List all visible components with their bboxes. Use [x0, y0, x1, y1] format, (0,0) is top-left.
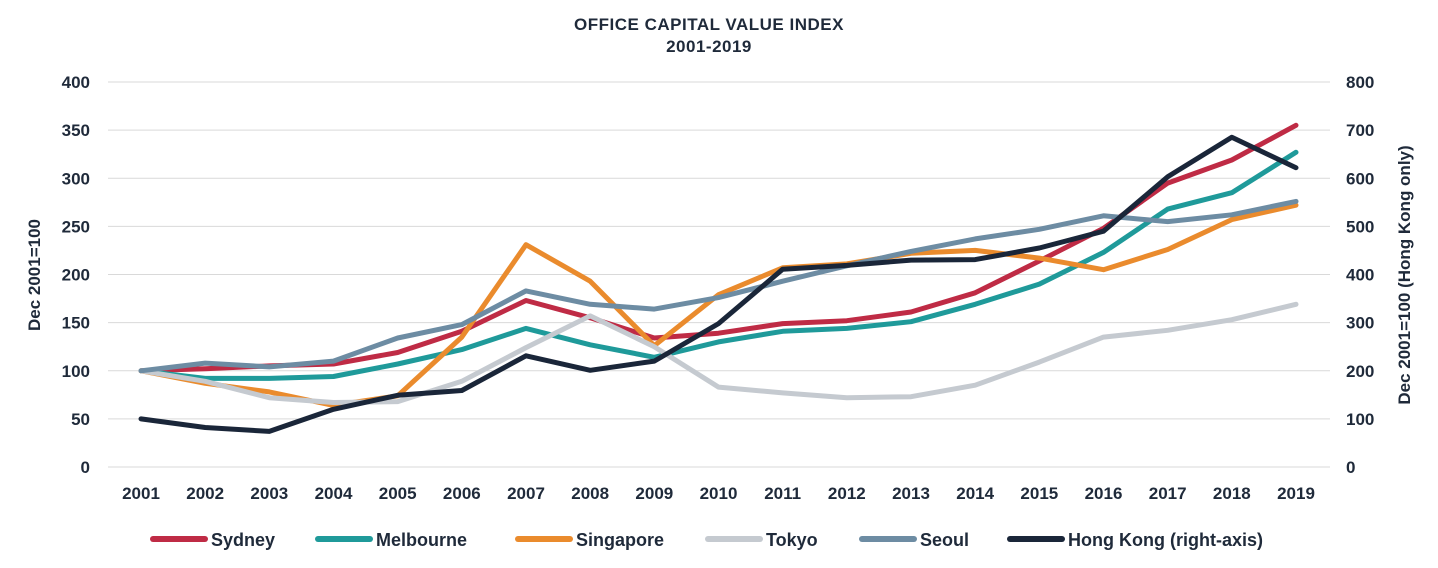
left-tick-label: 200: [62, 266, 90, 285]
x-tick-label: 2019: [1277, 484, 1315, 503]
legend-label: Tokyo: [766, 530, 818, 550]
right-tick-label: 200: [1346, 362, 1374, 381]
right-tick-label: 700: [1346, 121, 1374, 140]
x-tick-label: 2006: [443, 484, 481, 503]
x-tick-label: 2005: [379, 484, 417, 503]
chart-subtitle: 2001-2019: [666, 37, 752, 56]
legend: Sydney Melbourne Singapore Tokyo Seoul Hong K…: [150, 530, 1263, 550]
x-tick-label: 2013: [892, 484, 930, 503]
left-tick-label: 50: [71, 410, 90, 429]
x-tick-label: 2001: [122, 484, 160, 503]
x-tick-label: 2002: [186, 484, 224, 503]
left-tick-label: 150: [62, 314, 90, 333]
x-tick-label: 2011: [764, 484, 801, 503]
series-lines: [138, 122, 1299, 434]
right-tick-label: 0: [1346, 458, 1355, 477]
series-line-hong-kong-right-axis: [138, 134, 1299, 434]
right-tick-label: 400: [1346, 266, 1374, 285]
left-tick-label: 300: [62, 169, 90, 188]
x-axis-ticks: 2001 2002 2003 2004 2005 2006 2007 2008 2009 2010…: [122, 484, 1315, 503]
left-tick-label: 250: [62, 217, 90, 236]
right-tick-label: 300: [1346, 314, 1374, 333]
x-tick-label: 2017: [1149, 484, 1187, 503]
right-tick-label: 100: [1346, 410, 1374, 429]
x-tick-label: 2008: [571, 484, 609, 503]
series-line-singapore: [138, 202, 1299, 408]
left-tick-label: 100: [62, 362, 90, 381]
left-axis-ticks: 0 50 100 150 200 250 300 350 400: [62, 73, 90, 477]
x-tick-label: 2012: [828, 484, 866, 503]
x-tick-label: 2003: [250, 484, 288, 503]
right-tick-label: 800: [1346, 73, 1374, 92]
x-tick-label: 2016: [1085, 484, 1123, 503]
right-tick-label: 500: [1346, 217, 1374, 236]
right-tick-label: 600: [1346, 169, 1374, 188]
x-tick-label: 2007: [507, 484, 545, 503]
series-line-melbourne: [138, 149, 1299, 381]
x-tick-label: 2009: [635, 484, 673, 503]
legend-label: Singapore: [576, 530, 664, 550]
x-tick-label: 2004: [315, 484, 353, 503]
right-axis-ticks: 0 100 200 300 400 500 600 700 800: [1346, 73, 1374, 477]
left-axis-label: Dec 2001=100: [25, 219, 44, 331]
legend-label: Melbourne: [376, 530, 467, 550]
legend-label: Seoul: [920, 530, 969, 550]
left-tick-label: 400: [62, 73, 90, 92]
legend-label: Hong Kong (right-axis): [1068, 530, 1263, 550]
chart-title: OFFICE CAPITAL VALUE INDEX: [574, 15, 844, 34]
left-tick-label: 350: [62, 121, 90, 140]
right-axis-label: Dec 2001=100 (Hong Kong only): [1395, 145, 1414, 404]
x-tick-label: 2010: [700, 484, 738, 503]
gridlines: [108, 81, 1330, 468]
x-tick-label: 2018: [1213, 484, 1251, 503]
x-tick-label: 2015: [1020, 484, 1058, 503]
series-line-seoul: [138, 198, 1299, 374]
left-tick-label: 0: [81, 458, 90, 477]
legend-label: Sydney: [211, 530, 275, 550]
series-line-tokyo: [138, 301, 1299, 405]
x-tick-label: 2014: [956, 484, 994, 503]
